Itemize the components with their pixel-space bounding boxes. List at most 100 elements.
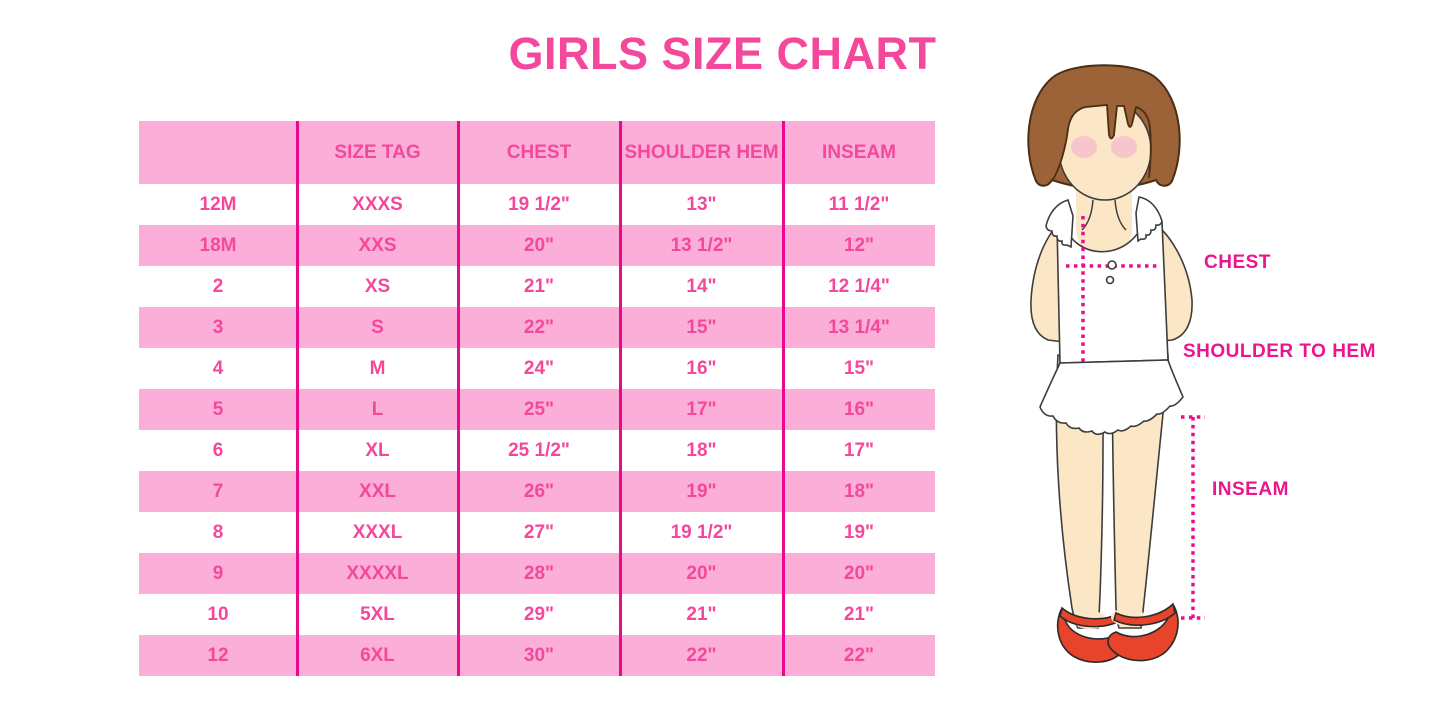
table-row: 4 M 24" 16" 15": [139, 348, 935, 389]
table-cell: XXXS: [352, 193, 403, 215]
chest-label: CHEST: [1204, 252, 1271, 273]
table-cell: L: [371, 398, 384, 420]
right-shoe-strap: [1113, 602, 1176, 626]
table-cell: 20": [523, 234, 555, 256]
table-cell: 24": [523, 357, 555, 379]
column-header: CHEST: [506, 141, 572, 163]
table-cell: 7: [212, 480, 224, 502]
table-cell: 25": [523, 398, 555, 420]
table-row: 18M XXS 20" 13 1/2" 12": [139, 225, 935, 266]
table-cell: 20": [843, 562, 875, 584]
table-cell: 12: [207, 644, 229, 666]
neck: [1076, 190, 1132, 256]
column-header: INSEAM: [822, 141, 896, 163]
table-cell: 2: [212, 275, 224, 297]
right-shoulder-ruffle: [1135, 196, 1163, 243]
table-row: 9 XXXXL 28" 20" 20": [139, 553, 935, 594]
column-header: [139, 121, 297, 184]
table-cell: 30": [523, 644, 555, 666]
table-cell: 5: [212, 398, 224, 420]
top-button: [1107, 260, 1117, 270]
neck-outline: [1114, 199, 1127, 231]
table-cell: 19": [686, 480, 717, 502]
table-cell: 10: [207, 603, 229, 625]
column-divider: [619, 121, 622, 676]
table-row: 3 S 22" 15" 13 1/4": [139, 307, 935, 348]
table-cell: 16": [843, 398, 875, 420]
table-cell: 21": [843, 603, 875, 625]
neck-outline: [1081, 199, 1094, 231]
table-cell: 19 1/2": [508, 193, 570, 215]
table-cell: 18": [686, 439, 717, 461]
table-cell: 5XL: [360, 603, 395, 625]
table-cell: 15": [686, 316, 717, 338]
bangs: [1052, 85, 1152, 181]
table-cell: XXS: [358, 234, 397, 256]
table-cell: 14": [686, 275, 717, 297]
table-row: 5 L 25" 17" 16": [139, 389, 935, 430]
table-cell: 27": [523, 521, 555, 543]
shoulder-to-hem-label: SHOULDER TO HEM: [1183, 341, 1376, 362]
table-cell: 6: [212, 439, 224, 461]
table-row: 2 XS 21" 14" 12 1/4": [139, 266, 935, 307]
table-cell: 3: [212, 316, 224, 338]
table-cell: 13": [686, 193, 717, 215]
table-cell: 17": [843, 439, 875, 461]
inseam-label: INSEAM: [1212, 479, 1289, 500]
table-cell: 21": [686, 603, 717, 625]
table-cell: 20": [686, 562, 717, 584]
table-cell: 26": [523, 480, 555, 502]
table-cell: 18M: [199, 234, 237, 256]
left-arm: [1030, 218, 1065, 343]
table-cell: XXL: [359, 480, 396, 502]
size-table: SIZE TAG CHEST SHOULDER HEM INSEAM 12M XX…: [139, 121, 935, 676]
table-row: 12M XXXS 19 1/2" 13" 11 1/2": [139, 184, 935, 225]
girl-illustration: [1027, 64, 1205, 663]
table-cell: 12": [843, 234, 875, 256]
right-shoe: [1107, 605, 1179, 662]
table-cell: M: [369, 357, 386, 379]
table-cell: 18": [843, 480, 875, 502]
table-cell: 28": [523, 562, 555, 584]
table-cell: 19": [843, 521, 875, 543]
hairline-outline: [1051, 104, 1152, 182]
table-cell: S: [371, 316, 384, 338]
table-cell: 4: [212, 357, 224, 379]
table-cell: 22": [843, 644, 875, 666]
table-cell: 12M: [199, 193, 237, 215]
table-row: 10 5XL 29" 21" 21": [139, 594, 935, 635]
table-cell: 25 1/2": [508, 439, 570, 461]
column-divider: [457, 121, 460, 676]
table-cell: XXXL: [352, 521, 403, 543]
table-row: 7 XXL 26" 19" 18": [139, 471, 935, 512]
dress-skirt: [1039, 359, 1184, 436]
table-cell: 29": [523, 603, 555, 625]
table-row: 12 6XL 30" 22" 22": [139, 635, 935, 676]
right-blush: [1111, 136, 1137, 158]
table-cell: 12 1/4": [828, 275, 890, 297]
table-cell: 22": [523, 316, 555, 338]
table-cell: 13 1/2": [670, 234, 733, 256]
column-header: SIZE TAG: [334, 141, 421, 163]
column-divider: [296, 121, 299, 676]
column-header: SHOULDER HEM: [624, 141, 779, 163]
table-header-row: SIZE TAG CHEST SHOULDER HEM INSEAM: [139, 121, 935, 184]
table-cell: 17": [686, 398, 717, 420]
table-row: 6 XL 25 1/2" 18" 17": [139, 430, 935, 471]
table-cell: 19 1/2": [670, 521, 733, 543]
table-cell: XL: [365, 439, 390, 461]
table-cell: XXXXL: [346, 562, 409, 584]
table-cell: 11 1/2": [828, 193, 890, 215]
table-cell: 8: [212, 521, 224, 543]
table-cell: 21": [523, 275, 555, 297]
page-title: GIRLS SIZE CHART: [508, 28, 937, 79]
table-cell: 13 1/4": [828, 316, 890, 338]
table-cell: 6XL: [360, 644, 395, 666]
table-cell: 16": [686, 357, 717, 379]
table-cell: XS: [364, 275, 391, 297]
bottom-button: [1105, 275, 1115, 285]
table-cell: 22": [686, 644, 717, 666]
table-cell: 9: [212, 562, 224, 584]
column-divider: [782, 121, 785, 676]
